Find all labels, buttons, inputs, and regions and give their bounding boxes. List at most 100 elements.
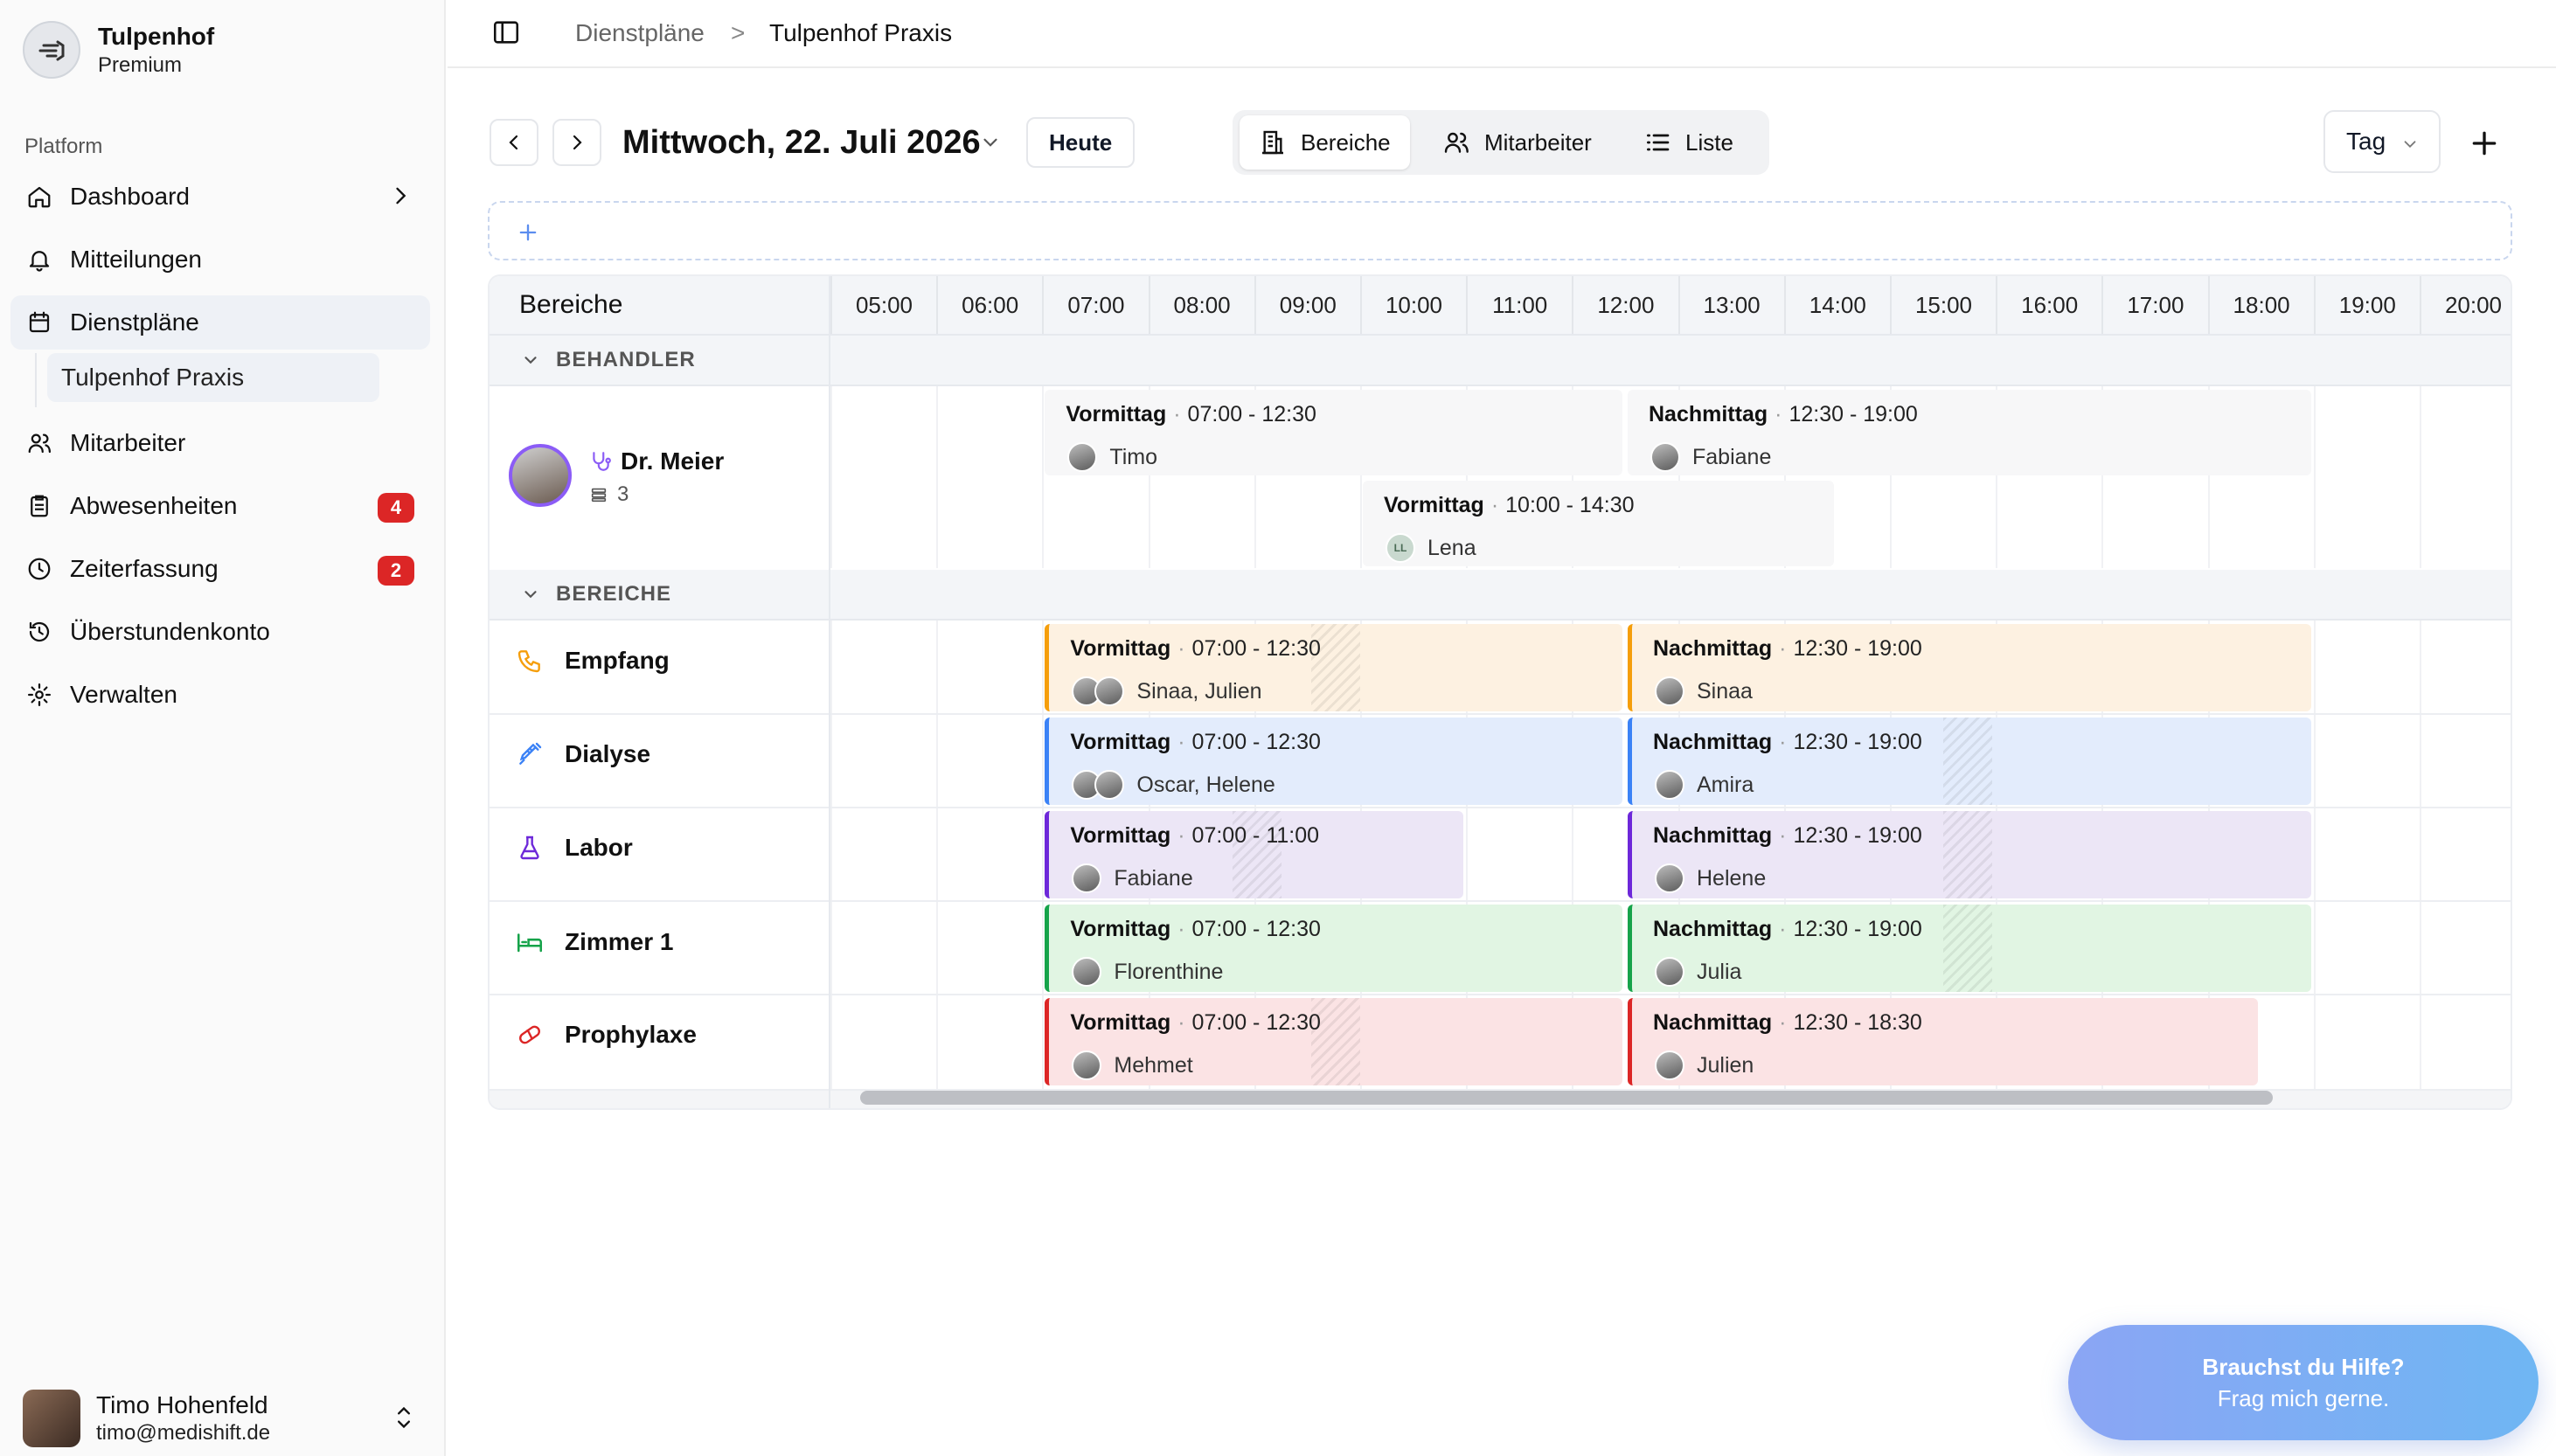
sidebar-item-ueberstundenkonto[interactable]: Überstundenkonto (10, 605, 430, 659)
doctor-name-text: Dr. Meier (621, 447, 725, 475)
view-tab-label: Bereiche (1301, 128, 1391, 156)
shift-card[interactable]: Nachmittag · 12:30 - 19:00 Helene (1628, 811, 2311, 898)
view-tab-liste[interactable]: Liste (1624, 115, 1753, 170)
area-row-zimmer-1[interactable]: Zimmer 1 (512, 927, 674, 957)
hour-header: 15:00 (1890, 276, 1996, 334)
sidebar-toggle-icon[interactable] (491, 17, 521, 52)
chevron-left-icon (509, 135, 518, 150)
area-row-empfang[interactable]: Empfang (512, 647, 670, 675)
hour-header: 17:00 (2101, 276, 2207, 334)
hour-header: 06:00 (936, 276, 1042, 334)
shift-name: Nachmittag (1653, 823, 1773, 848)
users-icon (24, 428, 54, 458)
shift-card[interactable]: Nachmittag · 12:30 - 19:00 Fabiane (1628, 390, 2311, 475)
sidebar-item-zeiterfassung[interactable]: Zeiterfassung 2 (10, 542, 430, 596)
group-label: BEHANDLER (556, 348, 696, 371)
hour-header: 13:00 (1677, 276, 1784, 334)
shift-name: Nachmittag (1653, 1010, 1773, 1035)
range-select-value: Tag (2346, 128, 2386, 155)
sidebar-item-mitteilungen[interactable]: Mitteilungen (10, 232, 430, 287)
conflict-hatch (1943, 905, 1992, 992)
breadcrumb-separator: > (731, 19, 746, 46)
shift-card[interactable]: Vormittag · 07:00 - 12:30 Sinaa, Julien (1045, 624, 1622, 711)
sidebar-item-dashboard[interactable]: Dashboard (10, 170, 430, 224)
date-picker-title[interactable]: Mittwoch, 22. Juli 2026 (622, 124, 981, 161)
sidebar-item-verwalten[interactable]: Verwalten (10, 668, 430, 722)
shift-card[interactable]: Nachmittag · 12:30 - 18:30 Julien (1628, 998, 2259, 1085)
user-menu[interactable]: Timo Hohenfeld timo@medishift.de (23, 1390, 425, 1447)
shift-time: 07:00 - 12:30 (1191, 636, 1321, 661)
prev-day-button[interactable] (490, 119, 538, 166)
shift-card[interactable]: Vormittag · 07:00 - 12:30 Oscar, Helene (1045, 718, 1622, 805)
shift-card[interactable]: Vormittag · 07:00 - 12:30 Mehmet (1045, 998, 1622, 1085)
shift-card[interactable]: Vormittag · 07:00 - 11:00 Fabiane (1045, 811, 1464, 898)
shift-card[interactable]: Vormittag · 10:00 - 14:30 LL Lena (1363, 481, 1835, 566)
shift-name: Nachmittag (1649, 402, 1768, 426)
hour-header: 16:00 (1996, 276, 2101, 334)
view-tab-mitarbeiter[interactable]: Mitarbeiter (1423, 115, 1611, 170)
sidebar: Tulpenhof Premium Platform Dashboard Mit… (0, 0, 446, 1456)
shift-card[interactable]: Nachmittag · 12:30 - 19:00 Amira (1628, 718, 2311, 805)
sidebar-item-dienstplaene[interactable]: Dienstpläne (10, 295, 430, 350)
area-label-text: Prophylaxe (565, 1021, 697, 1048)
area-row-dialyse[interactable]: Dialyse (512, 740, 650, 768)
user-email: timo@medishift.de (96, 1421, 271, 1445)
staff-avatar (1655, 863, 1684, 893)
shift-time: 07:00 - 12:30 (1191, 730, 1321, 754)
shift-name: Nachmittag (1653, 917, 1773, 941)
sidebar-item-abwesenheiten[interactable]: Abwesenheiten 4 (10, 479, 430, 533)
user-avatar (23, 1390, 80, 1447)
shift-staff: Oscar, Helene (1136, 772, 1275, 797)
today-button[interactable]: Heute (1026, 117, 1136, 168)
conflict-hatch (1311, 624, 1361, 711)
sidebar-item-label: Verwalten (70, 681, 177, 708)
horizontal-scrollbar-thumb[interactable] (860, 1091, 2273, 1105)
next-day-button[interactable] (552, 119, 601, 166)
shift-card[interactable]: Nachmittag · 12:30 - 19:00 Julia (1628, 905, 2311, 992)
sidebar-item-label: Dienstpläne (70, 309, 199, 336)
group-row-behandler[interactable]: BEHANDLER (490, 336, 2511, 386)
help-chat-button[interactable]: Brauchst du Hilfe? Frag mich gerne. (2068, 1325, 2539, 1440)
chevron-right-icon (573, 135, 582, 150)
plus-icon (519, 224, 537, 241)
bell-icon (24, 245, 54, 274)
shift-card[interactable]: Vormittag · 07:00 - 12:30 Florenthine (1045, 905, 1622, 992)
area-row-labor[interactable]: Labor (512, 834, 633, 862)
doctor-name[interactable]: Dr. Meier (589, 447, 724, 475)
range-select[interactable]: Tag (2323, 110, 2441, 173)
shift-staff: Julia (1697, 959, 1742, 984)
view-tab-bereiche[interactable]: Bereiche (1240, 115, 1410, 170)
shift-staff: Fabiane (1114, 865, 1193, 891)
area-row-prophylaxe[interactable]: Prophylaxe (512, 1021, 697, 1049)
breadcrumb-parent[interactable]: Dienstpläne (575, 19, 705, 46)
conflict-hatch (1311, 998, 1361, 1085)
chevron-down-icon[interactable] (979, 131, 1002, 158)
grid-header: Bereiche (490, 276, 2511, 336)
sidebar-subitem-tulpenhof-praxis[interactable]: Tulpenhof Praxis (47, 353, 379, 402)
add-shift-icon[interactable] (2467, 126, 2502, 165)
group-row-bereiche[interactable]: BEREICHE (490, 570, 2511, 621)
area-label-text: Dialyse (565, 740, 651, 767)
area-label-text: Zimmer 1 (565, 928, 674, 955)
area-label-text: Labor (565, 834, 633, 861)
hour-header: 20:00 (2420, 276, 2511, 334)
shift-name: Vormittag (1070, 917, 1171, 941)
shift-time: 10:00 - 14:30 (1505, 493, 1635, 517)
conflict-hatch (1943, 811, 1992, 898)
sidebar-item-mitarbeiter[interactable]: Mitarbeiter (10, 416, 430, 470)
add-row-dropzone[interactable] (488, 201, 2512, 260)
stethoscope-icon (593, 452, 611, 471)
zeiterfassung-badge: 2 (378, 556, 414, 586)
brand[interactable]: Tulpenhof Premium (23, 21, 214, 79)
shift-staff: Fabiane (1692, 444, 1772, 469)
hour-header: 18:00 (2207, 276, 2314, 334)
hour-header: 19:00 (2313, 276, 2420, 334)
hour-header: 07:00 (1042, 276, 1148, 334)
doctor-avatar (509, 444, 572, 507)
gear-icon (24, 680, 54, 710)
view-tab-label: Liste (1685, 128, 1733, 156)
shift-card[interactable]: Vormittag · 07:00 - 12:30 Timo (1045, 390, 1622, 475)
chevron-updown-icon (392, 1402, 416, 1438)
shift-time: 07:00 - 12:30 (1191, 1010, 1321, 1035)
shift-card[interactable]: Nachmittag · 12:30 - 19:00 Sinaa (1628, 624, 2311, 711)
